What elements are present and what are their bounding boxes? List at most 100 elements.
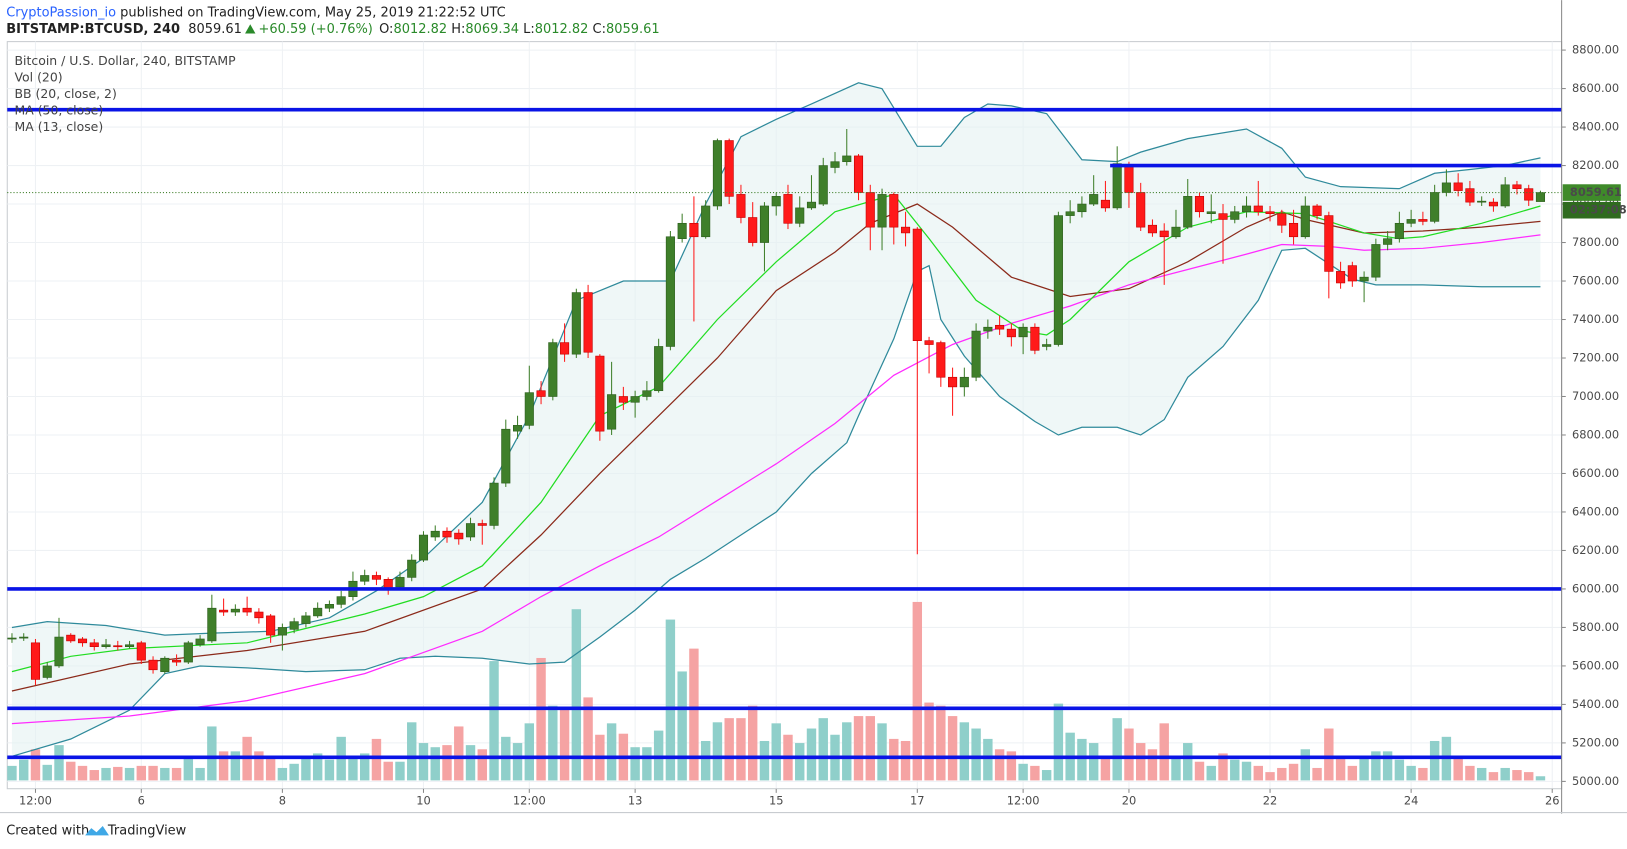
change: +60.59 (+0.76%) — [259, 22, 373, 37]
volume-bar — [853, 716, 864, 781]
volume-bar — [653, 730, 664, 781]
volume-bar — [771, 723, 781, 781]
y-tick-label: 7200.00 — [1572, 351, 1619, 365]
volume-bar — [994, 749, 1005, 781]
l-value: 8012.82 — [535, 22, 589, 37]
candle-body — [689, 222, 699, 238]
volume-bar — [665, 619, 676, 781]
candle-body — [889, 194, 899, 228]
candle-body — [901, 226, 911, 234]
candle-body — [1124, 165, 1134, 193]
y-tick-label: 8200.00 — [1572, 158, 1619, 172]
candle-body — [477, 523, 487, 526]
volume-bar — [207, 726, 217, 781]
candle-body — [1383, 238, 1393, 245]
x-tick-label: 24 — [1404, 794, 1419, 808]
candle-body — [148, 659, 158, 671]
y-tick-label: 5600.00 — [1572, 658, 1619, 672]
volume-bar — [289, 763, 299, 781]
candle-body — [1136, 192, 1146, 228]
volume-bar — [254, 751, 264, 781]
y-tick-label: 7800.00 — [1572, 235, 1619, 249]
candle-body — [277, 627, 287, 636]
candle-body — [995, 324, 1005, 330]
candle-body — [89, 642, 99, 647]
volume-bar — [42, 764, 52, 781]
published: published on TradingView.com, May 25, 20… — [116, 5, 506, 20]
last-price-box — [1562, 184, 1621, 201]
footer-brand[interactable]: TradingView — [107, 824, 187, 839]
candle-body — [454, 532, 464, 540]
volume-bar — [324, 759, 335, 781]
x-tick-label: 12:00 — [1007, 794, 1040, 808]
volume-bar — [842, 722, 852, 781]
candle-body — [642, 390, 652, 397]
candle-body — [607, 394, 617, 430]
candle-body — [654, 346, 664, 392]
candle-body — [853, 155, 864, 193]
volume-bar — [1253, 765, 1263, 781]
x-tick-label: 8 — [279, 794, 286, 808]
candle-body — [7, 637, 17, 640]
volume-bar — [606, 723, 617, 781]
candle-body — [748, 217, 758, 243]
candle-body — [113, 645, 123, 648]
footer: Created with — [6, 824, 89, 839]
volume-bar — [700, 740, 711, 781]
volume-bar — [1371, 751, 1381, 781]
volume-bar — [583, 697, 593, 781]
volume-bar — [454, 726, 464, 781]
volume-bar — [1312, 767, 1322, 781]
y-tick-label: 7600.00 — [1572, 274, 1619, 288]
volume-bar — [160, 767, 170, 781]
o-value: 8012.82 — [393, 22, 447, 37]
volume-bar — [630, 747, 640, 781]
candle-body — [971, 330, 981, 378]
candle-body — [207, 607, 217, 642]
volume-bar — [1041, 770, 1052, 781]
candle-body — [1253, 205, 1263, 213]
candle-body — [465, 523, 476, 538]
candle-body — [959, 376, 969, 388]
volume-bar — [19, 759, 29, 781]
volume-bar — [1218, 753, 1228, 781]
candle-body — [806, 201, 817, 209]
candle-body — [1018, 326, 1028, 338]
volume-bar — [113, 766, 123, 781]
legend-item: MA (13, close) — [15, 119, 104, 134]
candle-body — [77, 638, 88, 644]
volume-bar — [442, 745, 452, 781]
volume-bar — [559, 707, 570, 781]
volume-bar — [865, 716, 875, 781]
volume-bar — [430, 747, 440, 781]
x-tick-label: 12:00 — [513, 794, 546, 808]
volume-bar — [512, 743, 523, 781]
volume-bar — [536, 657, 546, 781]
volume-bar — [1171, 755, 1181, 781]
volume-bar — [1524, 772, 1534, 781]
volume-bar — [265, 755, 276, 781]
x-tick-label: 13 — [628, 794, 643, 808]
volume-bar — [1429, 740, 1440, 781]
candle-body — [360, 575, 370, 582]
volume-bar — [1300, 749, 1311, 781]
author[interactable]: CryptoPassion_io — [6, 5, 116, 20]
candle-body — [1477, 200, 1487, 203]
volume-bar — [983, 738, 993, 781]
candle-body — [1524, 188, 1534, 201]
candle-body — [783, 194, 793, 224]
ma-line — [11, 234, 1541, 725]
y-tick-label: 5400.00 — [1572, 697, 1619, 711]
candle-body — [430, 530, 440, 538]
candle-body — [912, 228, 922, 341]
candle-body — [736, 194, 746, 218]
y-tick-label: 6200.00 — [1572, 543, 1619, 557]
volume-bar — [1359, 755, 1369, 781]
candle-body — [1453, 182, 1463, 191]
volume-bar — [1006, 751, 1017, 781]
candle-body — [183, 642, 193, 663]
volume-bar — [395, 761, 405, 781]
candle-body — [1230, 211, 1240, 220]
volume-bar — [1030, 765, 1040, 781]
candle-body — [1347, 265, 1357, 282]
